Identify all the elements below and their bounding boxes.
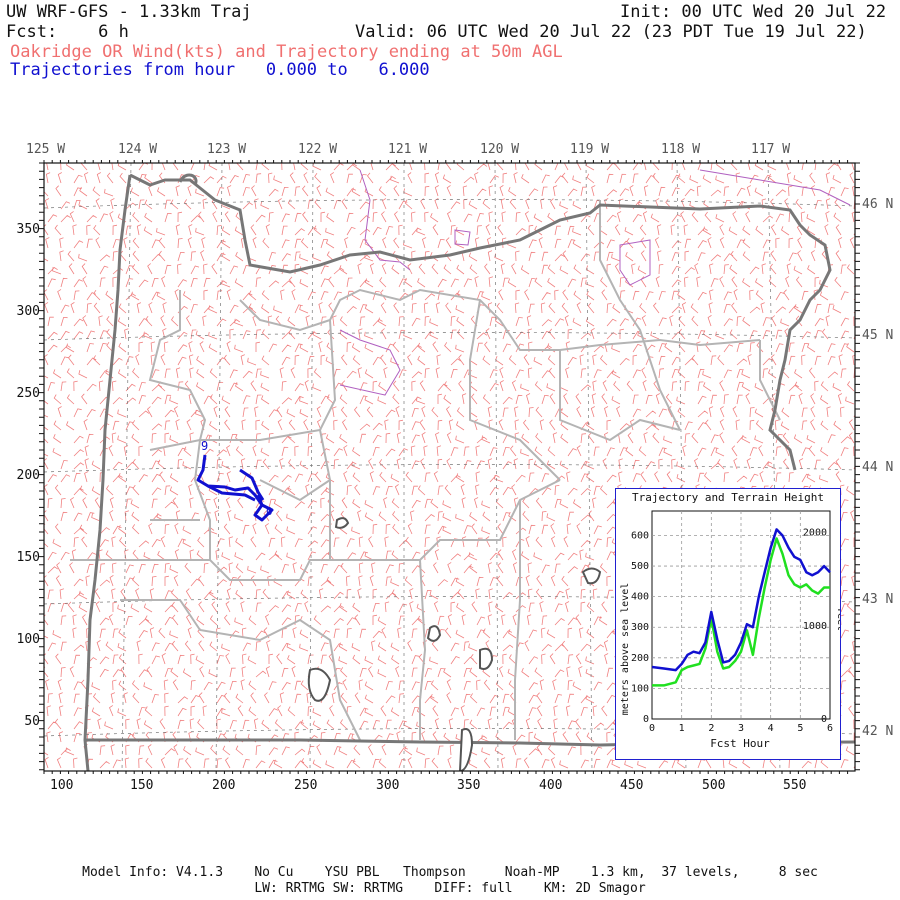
inset-y-tick: 0 (643, 714, 649, 725)
field-subtitle: Oakridge OR Wind(kts) and Trajectory end… (10, 42, 563, 62)
forecast-hour: Fcst: 6 h (6, 22, 129, 42)
lakes (307, 517, 602, 771)
lon-label: 120 W (480, 142, 520, 157)
lat-label: 43 N (862, 592, 894, 607)
trajectory-terrain-chart: meters above sea level feet Fcst Hour 0 1… (620, 510, 840, 750)
trajectory-range: Trajectories from hour 0.000 to 6.000 (10, 60, 430, 80)
inset-x-tick: 6 (827, 723, 833, 734)
inset-y-tick: 100 (631, 683, 649, 694)
lat-label: 42 N (862, 724, 894, 739)
y-tick: 250 (16, 386, 40, 401)
frame-ticks (39, 160, 860, 774)
inset-title: Trajectory and Terrain Height (631, 491, 825, 504)
inset-y2-tick: 0 (821, 714, 827, 725)
inset-y2-tick: 2000 (803, 528, 827, 539)
x-tick: 350 (457, 778, 481, 793)
x-tick: 150 (130, 778, 154, 793)
y-tick: 100 (16, 632, 40, 647)
trajectory-terrain-inset: Trajectory and Terrain Height meters abo… (615, 488, 841, 760)
inset-y-tick: 400 (631, 592, 649, 603)
x-tick: 500 (702, 778, 726, 793)
inset-x-tick: 0 (649, 723, 655, 734)
trajectory-start-label: 9 (201, 439, 208, 453)
inset-y-tick: 500 (631, 561, 649, 572)
lon-label: 124 W (118, 142, 158, 157)
model-info-line2: LW: RRTMG SW: RRTMG DIFF: full KM: 2D Sm… (254, 881, 646, 896)
water-features (339, 169, 851, 396)
model-info-line1: Model Info: V4.1.3 No Cu YSU PBL Thompso… (82, 865, 818, 880)
inset-y-tick: 300 (631, 622, 649, 633)
trajectory-path (196, 454, 274, 522)
inset-x-tick: 2 (708, 723, 714, 734)
inset-y-tick: 600 (631, 530, 649, 541)
inset-ylabel-right: feet (835, 607, 840, 631)
inset-y-tick: 200 (631, 653, 649, 664)
product-title: UW WRF-GFS - 1.33km Traj (6, 2, 252, 22)
lat-label: 44 N (862, 460, 894, 475)
lon-label: 119 W (570, 142, 610, 157)
inset-x-tick: 1 (679, 723, 685, 734)
trajectory-height-line (651, 528, 831, 672)
x-tick: 300 (376, 778, 400, 793)
y-tick: 200 (16, 468, 40, 483)
county-boundaries (70, 200, 781, 741)
trajectory-end-label: 0 (266, 505, 273, 518)
valid-time: Valid: 06 UTC Wed 20 Jul 22 (23 PDT Tue … (355, 22, 867, 42)
x-tick: 200 (212, 778, 236, 793)
lon-label: 117 W (751, 142, 791, 157)
inset-x-tick: 3 (738, 723, 744, 734)
y-tick: 50 (24, 714, 40, 729)
x-tick: 250 (294, 778, 318, 793)
inset-y2-tick: 1000 (803, 621, 827, 632)
x-tick: 450 (620, 778, 644, 793)
y-tick: 350 (16, 222, 40, 237)
lon-label: 123 W (207, 142, 247, 157)
inset-ylabel: meters above sea level (620, 583, 631, 715)
inset-x-tick: 5 (797, 723, 803, 734)
lon-label: 121 W (388, 142, 428, 157)
x-tick: 100 (50, 778, 74, 793)
inset-xlabel: Fcst Hour (710, 737, 770, 750)
lon-label: 125 W (26, 142, 66, 157)
x-tick: 550 (783, 778, 807, 793)
y-tick: 300 (16, 304, 40, 319)
y-tick: 150 (16, 550, 40, 565)
lat-label: 45 N (862, 328, 894, 343)
lat-label: 46 N (862, 197, 894, 212)
init-time: Init: 00 UTC Wed 20 Jul 22 (620, 2, 887, 22)
lon-label: 122 W (298, 142, 338, 157)
lon-label: 118 W (661, 142, 701, 157)
inset-x-tick: 4 (768, 723, 774, 734)
x-tick: 400 (539, 778, 563, 793)
terrain-height-line (652, 537, 830, 687)
